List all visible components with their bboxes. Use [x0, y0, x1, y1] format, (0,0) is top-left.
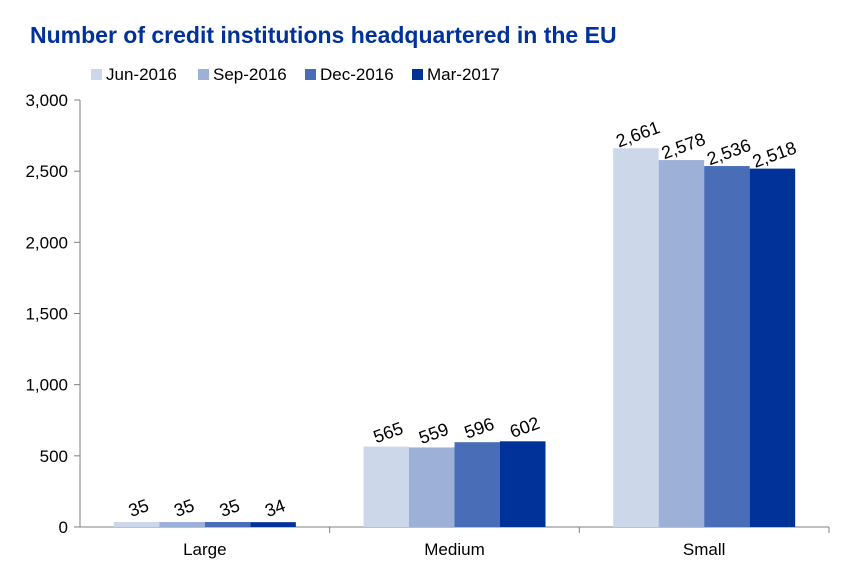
data-label: 35 — [171, 495, 197, 521]
data-label: 596 — [462, 414, 497, 443]
data-label: 35 — [217, 495, 243, 521]
bar — [500, 441, 546, 527]
x-tick-label: Large — [183, 540, 226, 559]
legend-swatch — [412, 69, 423, 80]
data-label: 2,518 — [750, 138, 799, 172]
chart-title: Number of credit institutions headquarte… — [30, 22, 617, 48]
bar — [204, 522, 251, 527]
legend-label: Jun-2016 — [106, 65, 177, 84]
bar — [159, 522, 205, 527]
y-tick-label: 1,000 — [25, 376, 68, 395]
x-tick-label: Medium — [424, 540, 484, 559]
legend-swatch — [305, 69, 316, 80]
y-tick-label: 0 — [59, 518, 68, 537]
data-label: 35 — [126, 495, 152, 521]
legend-label: Mar-2017 — [427, 65, 500, 84]
bar — [704, 166, 750, 527]
bar — [454, 442, 500, 527]
bar — [409, 447, 455, 527]
bar — [363, 446, 409, 527]
y-tick-label: 500 — [40, 447, 68, 466]
legend-label: Sep-2016 — [213, 65, 287, 84]
data-label: 34 — [262, 495, 288, 521]
y-tick-label: 3,000 — [25, 91, 68, 110]
data-label: 565 — [371, 418, 406, 447]
y-tick-label: 1,500 — [25, 305, 68, 324]
data-label: 2,536 — [704, 135, 753, 169]
data-label: 559 — [416, 419, 451, 448]
bar — [613, 148, 659, 527]
data-label: 2,661 — [613, 117, 662, 151]
x-tick-label: Small — [683, 540, 726, 559]
bar — [749, 168, 796, 527]
y-tick-label: 2,000 — [25, 233, 68, 252]
data-label: 2,578 — [659, 129, 708, 163]
legend-swatch — [198, 69, 209, 80]
legend-label: Dec-2016 — [320, 65, 394, 84]
bar — [250, 522, 296, 527]
bar — [113, 522, 160, 527]
data-label: 602 — [507, 413, 542, 442]
legend-swatch — [91, 69, 102, 80]
y-tick-label: 2,500 — [25, 162, 68, 181]
bar — [658, 160, 705, 527]
